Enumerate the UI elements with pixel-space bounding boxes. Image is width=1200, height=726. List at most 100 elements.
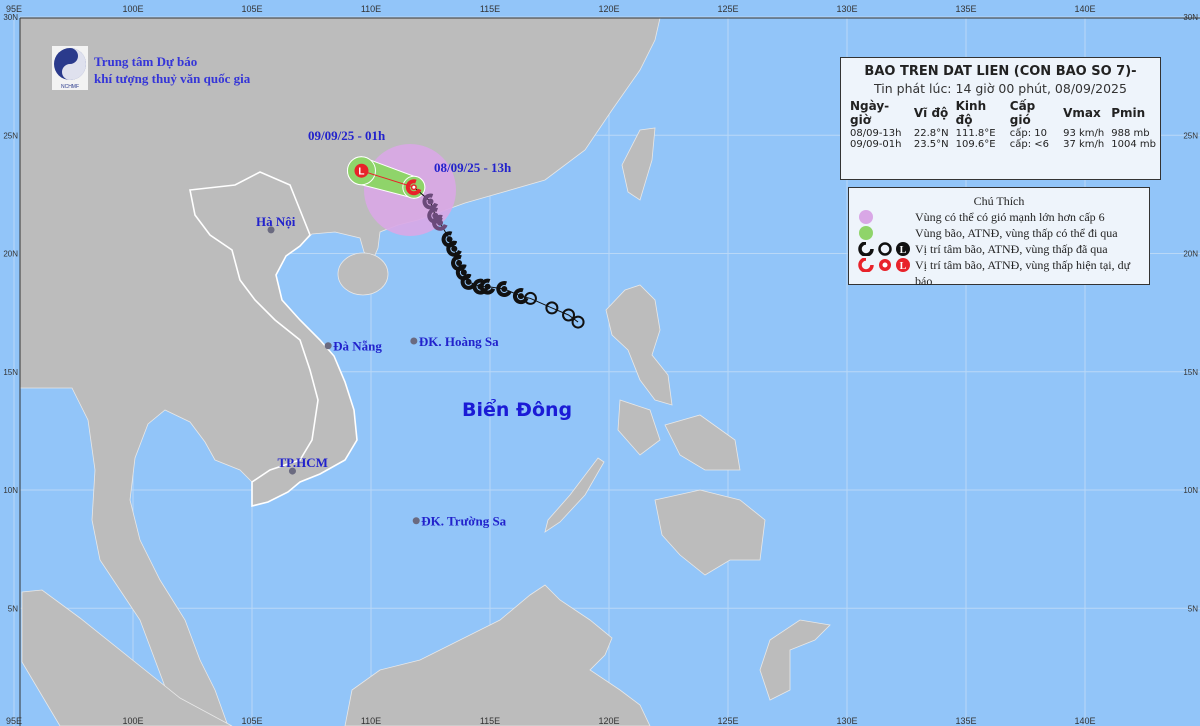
lon-tick-label: 95E: [6, 716, 22, 726]
legend-label: Vùng có thể có gió mạnh lớn hơn cấp 6: [915, 210, 1105, 224]
place-labels: Hà Nội Đà Nẵng ĐK. Hoàng Sa TP.HCM ĐK. Trườn…: [256, 214, 507, 529]
storm-track: L: [346, 156, 585, 329]
current-position-icons: L: [858, 258, 910, 272]
legend-label: Vị trí tâm bão, ATNĐ, vùng thấp hiện tại…: [915, 258, 1131, 288]
lon-tick-label: 125E: [717, 716, 738, 726]
land-palawan: [544, 457, 605, 533]
forecast-time-label: 09/09/25 - 01h: [308, 128, 386, 143]
past-storm-icon-core: [477, 283, 484, 290]
land-luzon: [605, 284, 673, 406]
past-storm-icon-core: [451, 245, 458, 252]
place-marker: [324, 342, 332, 350]
bulletin-panel: BAO TREN DAT LIEN (CON BAO SO 7)- Tin ph…: [840, 57, 1161, 180]
cell: 09/09-01h: [850, 139, 902, 150]
lat-tick-label: 25N: [1183, 131, 1198, 140]
lat-tick-label: 5N: [8, 604, 18, 613]
lat-tick-label: 10N: [1183, 486, 1198, 495]
place-marker: [410, 337, 418, 345]
land-borneo: [344, 584, 651, 726]
lon-tick-label: 130E: [836, 716, 857, 726]
lon-tick-label: 105E: [241, 716, 262, 726]
nchmf-logo: NCHMF: [52, 46, 88, 90]
forecast-low-letter: L: [358, 167, 364, 178]
purple-circle-icon: [859, 210, 873, 224]
col-pmin: Pmin: [1111, 106, 1146, 120]
lon-tick-label: 95E: [6, 4, 22, 14]
lon-tick-label: 125E: [717, 4, 738, 14]
past-storm-icon: [422, 193, 439, 210]
past-storm-icon-core: [484, 283, 491, 290]
table-row: 09/09-01h 23.5°N 109.6°E cấp: <6 37 km/h…: [847, 139, 1160, 150]
lon-tick-label: 135E: [955, 716, 976, 726]
legend-item: L Vị trí tâm bão, ATNĐ, vùng thấp đã qua: [849, 241, 1149, 257]
map-axes: 95E 95E 100E 100E 105E 105E 110E 110E 115E 115E 12…: [3, 4, 1200, 726]
past-storm-icon-core: [432, 212, 439, 219]
past-depression-icon: [571, 315, 585, 329]
cell: cấp: 10: [1009, 128, 1048, 139]
cell: 23.5°N: [913, 139, 949, 150]
svg-text:NCHMF: NCHMF: [61, 84, 79, 90]
lat-tick-label: 15N: [1183, 368, 1198, 377]
lon-tick-label: 100E: [122, 716, 143, 726]
past-storm-icon: [441, 231, 458, 248]
land-hainan: [337, 252, 389, 296]
org-line-2: khí tượng thuỷ văn quốc gia: [94, 71, 251, 86]
svg-text:L: L: [900, 261, 907, 272]
place-label: ĐK. Hoàng Sa: [419, 334, 499, 349]
legend-item: Vùng có thể có gió mạnh lớn hơn cấp 6: [849, 209, 1149, 225]
current-storm-icon: [405, 179, 422, 196]
forecast-track-line: [361, 170, 414, 188]
past-storm-icon: [451, 254, 467, 271]
lat-tick-label: 25N: [3, 131, 18, 140]
past-storm-icon-core: [456, 259, 463, 266]
land-sulawesi: [759, 619, 831, 701]
cell: 109.6°E: [955, 139, 996, 150]
bulletin-title: BAO TREN DAT LIEN (CON BAO SO 7)-: [864, 64, 1137, 79]
past-storm-icon-core: [465, 278, 472, 285]
past-depression-icon: [545, 301, 559, 315]
lon-tick-label: 110E: [361, 4, 381, 14]
past-storm-icon-core: [427, 198, 434, 205]
land-visayas: [617, 399, 741, 471]
lon-tick-label: 135E: [955, 4, 976, 14]
land-mindanao: [654, 489, 766, 576]
col-lat: Vĩ độ: [913, 106, 949, 120]
cell: 93 km/h: [1063, 128, 1105, 139]
bulletin-header-row: Ngày-giờ Vĩ độ Kinh độ Cấp gió Vmax Pmin: [847, 98, 1160, 128]
bulletin-issued: Tin phát lúc: 14 giờ 00 phút, 08/09/2025: [874, 81, 1127, 96]
cell: 22.8°N: [913, 128, 949, 139]
cell: 37 km/h: [1063, 139, 1105, 150]
col-wind-level: Cấp gió: [1009, 99, 1036, 127]
lon-tick-label: 110E: [361, 716, 381, 726]
past-storm-icon-core: [517, 293, 524, 300]
cell: 08/09-13h: [850, 128, 902, 139]
past-position-icons: L: [858, 242, 910, 256]
green-circle-icon: [859, 226, 873, 240]
place-label: Đà Nẵng: [333, 339, 382, 354]
lat-tick-label: 15N: [3, 368, 18, 377]
place-marker: [267, 226, 275, 234]
cell: 1004 mb: [1111, 139, 1156, 150]
lon-tick-label: 130E: [836, 4, 857, 14]
col-vmax: Vmax: [1063, 106, 1101, 120]
place-label: Hà Nội: [256, 214, 296, 229]
lon-tick-label: 115E: [480, 4, 500, 14]
legend-item: Vùng bão, ATNĐ, vùng thấp có thể đi qua: [849, 225, 1149, 241]
lon-tick-label: 120E: [598, 716, 619, 726]
sea-label: Biển Đông: [462, 398, 572, 421]
vietnam-border: [189, 171, 358, 508]
past-storm-icon: [427, 207, 443, 224]
legend-item: L Vị trí tâm bão, ATNĐ, vùng thấp hiện t…: [849, 257, 1149, 288]
lat-tick-label: 30N: [3, 13, 18, 22]
lon-tick-label: 105E: [241, 4, 262, 14]
past-storm-icon-core: [501, 285, 508, 292]
legend-label: Vị trí tâm bão, ATNĐ, vùng thấp đã qua: [915, 242, 1108, 256]
lon-tick-label: 120E: [598, 4, 619, 14]
col-lon: Kinh độ: [955, 99, 987, 127]
forecast-low-icon: [354, 163, 369, 178]
lat-tick-label: 20N: [3, 250, 18, 259]
org-line-1: Trung tâm Dự báo: [94, 54, 198, 69]
past-storm-icon-core: [446, 236, 453, 243]
legend-panel: Chú Thích Vùng có thể có gió mạnh lớn hơ…: [848, 187, 1150, 288]
lat-tick-label: 5N: [1188, 604, 1198, 613]
